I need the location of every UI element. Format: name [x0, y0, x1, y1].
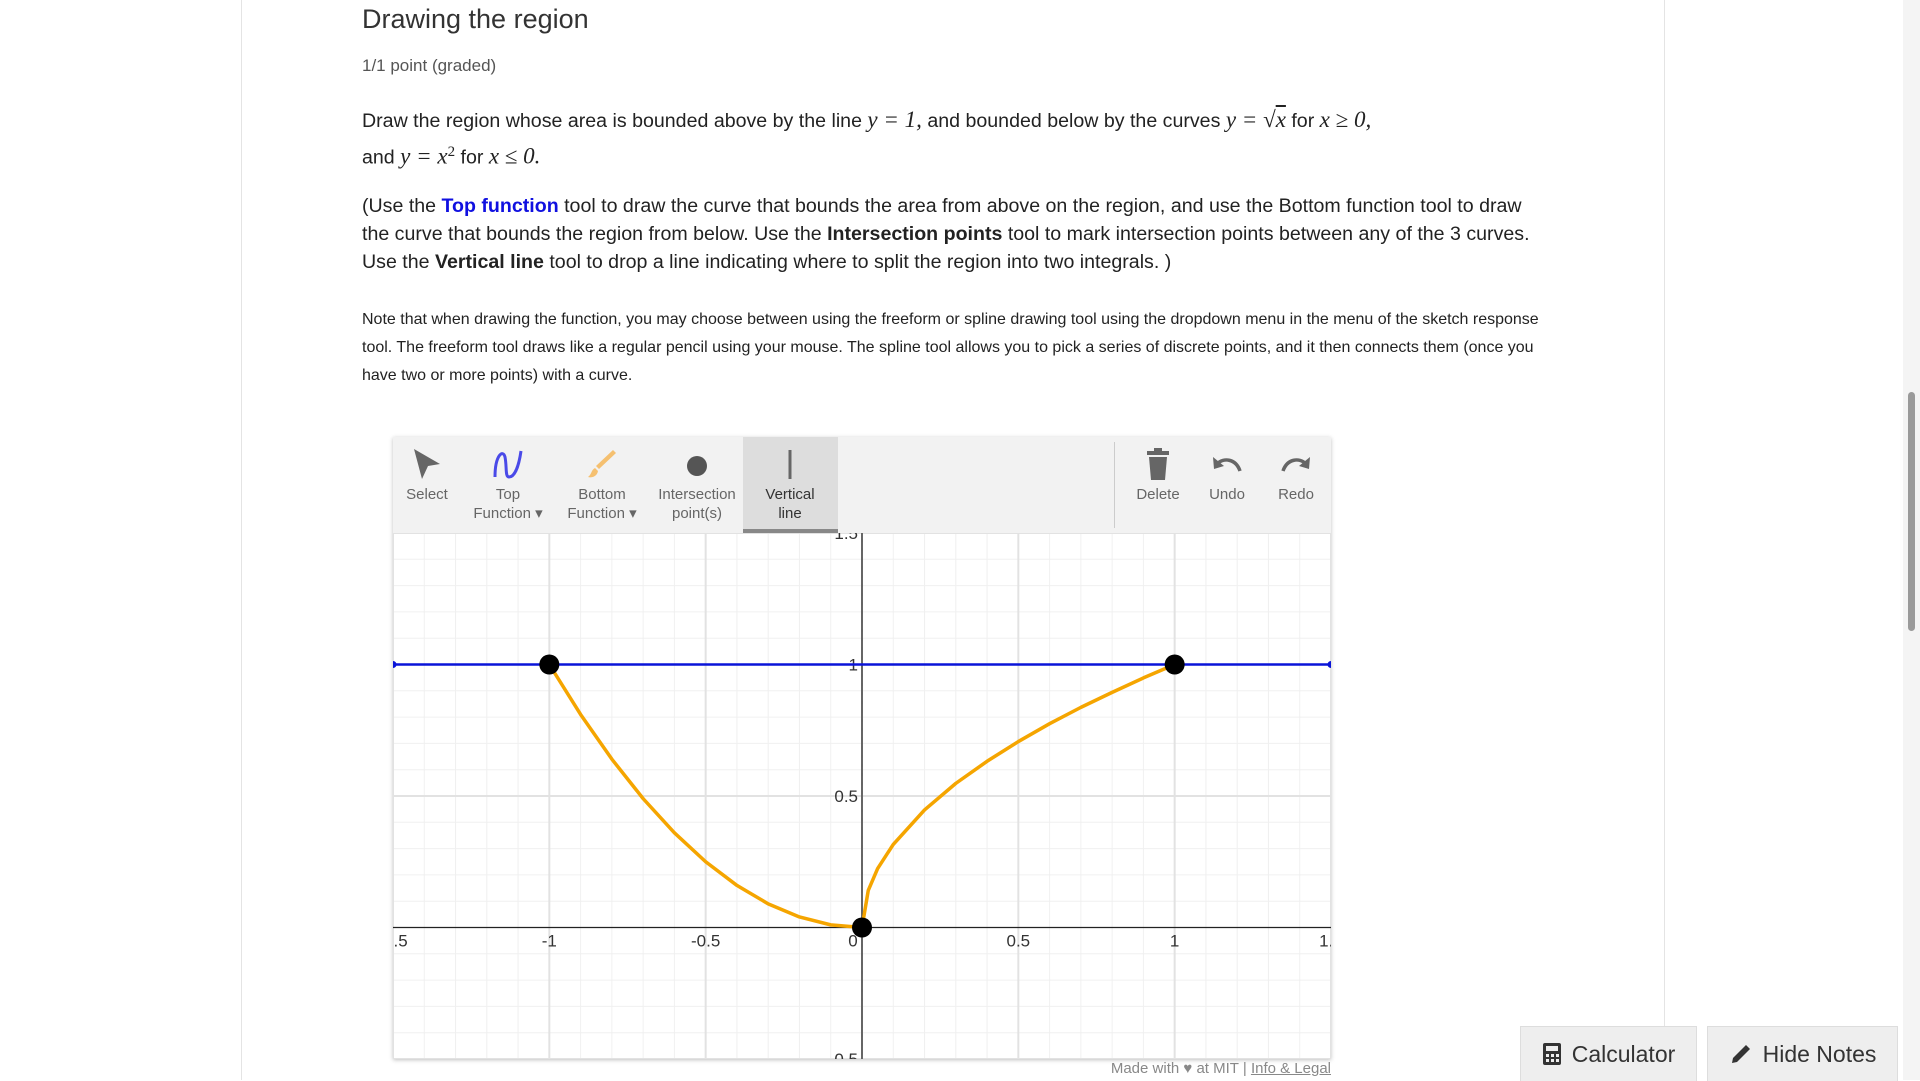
math: y = 1,	[867, 107, 922, 132]
hide-notes-button[interactable]: Hide Notes	[1707, 1026, 1898, 1081]
math: y = x	[400, 143, 448, 169]
math: √	[1263, 107, 1276, 132]
tool-label: Intersection	[658, 486, 736, 503]
x-tick-label: -1.5	[393, 932, 408, 951]
button-label: Calculator	[1571, 1040, 1676, 1067]
icon	[1213, 457, 1242, 472]
text: (Use the	[362, 195, 442, 217]
math: x ≥ 0,	[1319, 107, 1372, 132]
content-border	[241, 0, 242, 1080]
footer-sep: |	[1242, 1060, 1247, 1077]
x-tick-label: 0.5	[1007, 932, 1031, 951]
icon	[1731, 1045, 1750, 1063]
scrollbar[interactable]	[1903, 0, 1920, 1080]
bottom-function	[547, 663, 863, 930]
math: x ≤ 0.	[488, 143, 541, 169]
action-undo[interactable]: Undo	[1192, 437, 1262, 533]
separator	[1114, 442, 1115, 528]
y-tick-label: -0.5	[829, 1050, 858, 1059]
footer-text: Made with ♥ at MIT	[1110, 1060, 1239, 1077]
tool-name: Top function	[441, 195, 559, 217]
graph[interactable]: -1.5-1-0.500.511.5-0.50.511.5	[393, 533, 1331, 1059]
content-border	[1664, 0, 1665, 1080]
toolbar	[393, 437, 1331, 533]
y-tick-label: 1.5	[834, 533, 858, 543]
tool-intersection[interactable]: Intersection point(s)	[652, 437, 742, 533]
calculator-button[interactable]: Calculator	[1520, 1026, 1697, 1081]
intersection-point	[852, 917, 872, 938]
text: tool to mark intersection points between…	[362, 223, 1530, 273]
tool-label: Vertical	[765, 486, 815, 503]
tool-label: point(s)	[671, 505, 723, 522]
y-tick-label: 0.5	[834, 787, 858, 806]
icon	[414, 449, 440, 479]
x-tick-label: -0.5	[691, 932, 720, 951]
tool-label: line	[778, 505, 802, 522]
icon	[493, 450, 523, 479]
math: x	[1275, 107, 1286, 132]
text: and	[362, 146, 401, 169]
tool-label: Redo	[1278, 486, 1314, 503]
tool-name: Intersection points	[827, 223, 1003, 245]
icon	[687, 456, 707, 476]
action-delete[interactable]: Delete	[1123, 437, 1193, 533]
x-tick-label: 0	[848, 932, 857, 951]
tool-vertical[interactable]: Vertical line	[745, 437, 835, 533]
icon	[588, 450, 616, 478]
math: y =	[1225, 107, 1264, 132]
icon	[1147, 448, 1169, 480]
tool-label: Function ▾	[567, 505, 637, 522]
intersection-point	[1164, 654, 1185, 675]
x-tick-label: 1	[1170, 932, 1179, 951]
action-redo[interactable]: Redo	[1261, 437, 1331, 533]
tool-bottom[interactable]: Bottom Function ▾	[557, 437, 647, 533]
tool-label: Bottom	[578, 486, 626, 503]
text: Draw the region whose area is bounded ab…	[362, 110, 868, 132]
tool-label: Undo	[1209, 486, 1245, 503]
button-label: Hide Notes	[1762, 1040, 1877, 1067]
score: 1/1 point (graded)	[362, 56, 497, 75]
icon	[1281, 457, 1310, 472]
x-tick-label: 1.5	[1319, 932, 1331, 951]
tool-select[interactable]: Select	[387, 437, 467, 533]
note: Note that when drawing the function, you…	[362, 311, 1539, 384]
math: 2	[447, 144, 456, 160]
endpoint	[1327, 661, 1331, 668]
info-link[interactable]: Info & Legal	[1250, 1060, 1331, 1077]
tool-label: Delete	[1136, 486, 1180, 503]
icon	[788, 450, 792, 479]
text: and bounded below by the curves	[921, 110, 1226, 132]
instructions: (Use the Top function tool to draw the c…	[362, 192, 1542, 276]
text: for	[1285, 110, 1320, 132]
bottom-function	[860, 662, 1176, 928]
tool-top[interactable]: Top Function ▾	[463, 437, 553, 533]
text: for	[455, 146, 489, 169]
endpoint	[393, 661, 397, 668]
footer: Made with ♥ at MIT | Info & Legal	[1111, 1060, 1331, 1077]
scroll-thumb[interactable]	[1908, 392, 1915, 631]
text: tool to drop a line indicating where to …	[543, 251, 1172, 273]
tool-name: Vertical line	[434, 251, 544, 273]
prompt: Draw the region whose area is bounded ab…	[362, 104, 1537, 174]
title: Drawing the region	[362, 4, 589, 34]
text: tool to draw the curve that bounds the a…	[362, 195, 1522, 245]
tool-label: Top	[495, 486, 521, 503]
x-tick-label: -1	[542, 932, 557, 951]
intersection-point	[539, 654, 560, 675]
icon	[1542, 1043, 1561, 1065]
tool-label: Function ▾	[473, 505, 543, 522]
tool-label: Select	[406, 486, 448, 503]
